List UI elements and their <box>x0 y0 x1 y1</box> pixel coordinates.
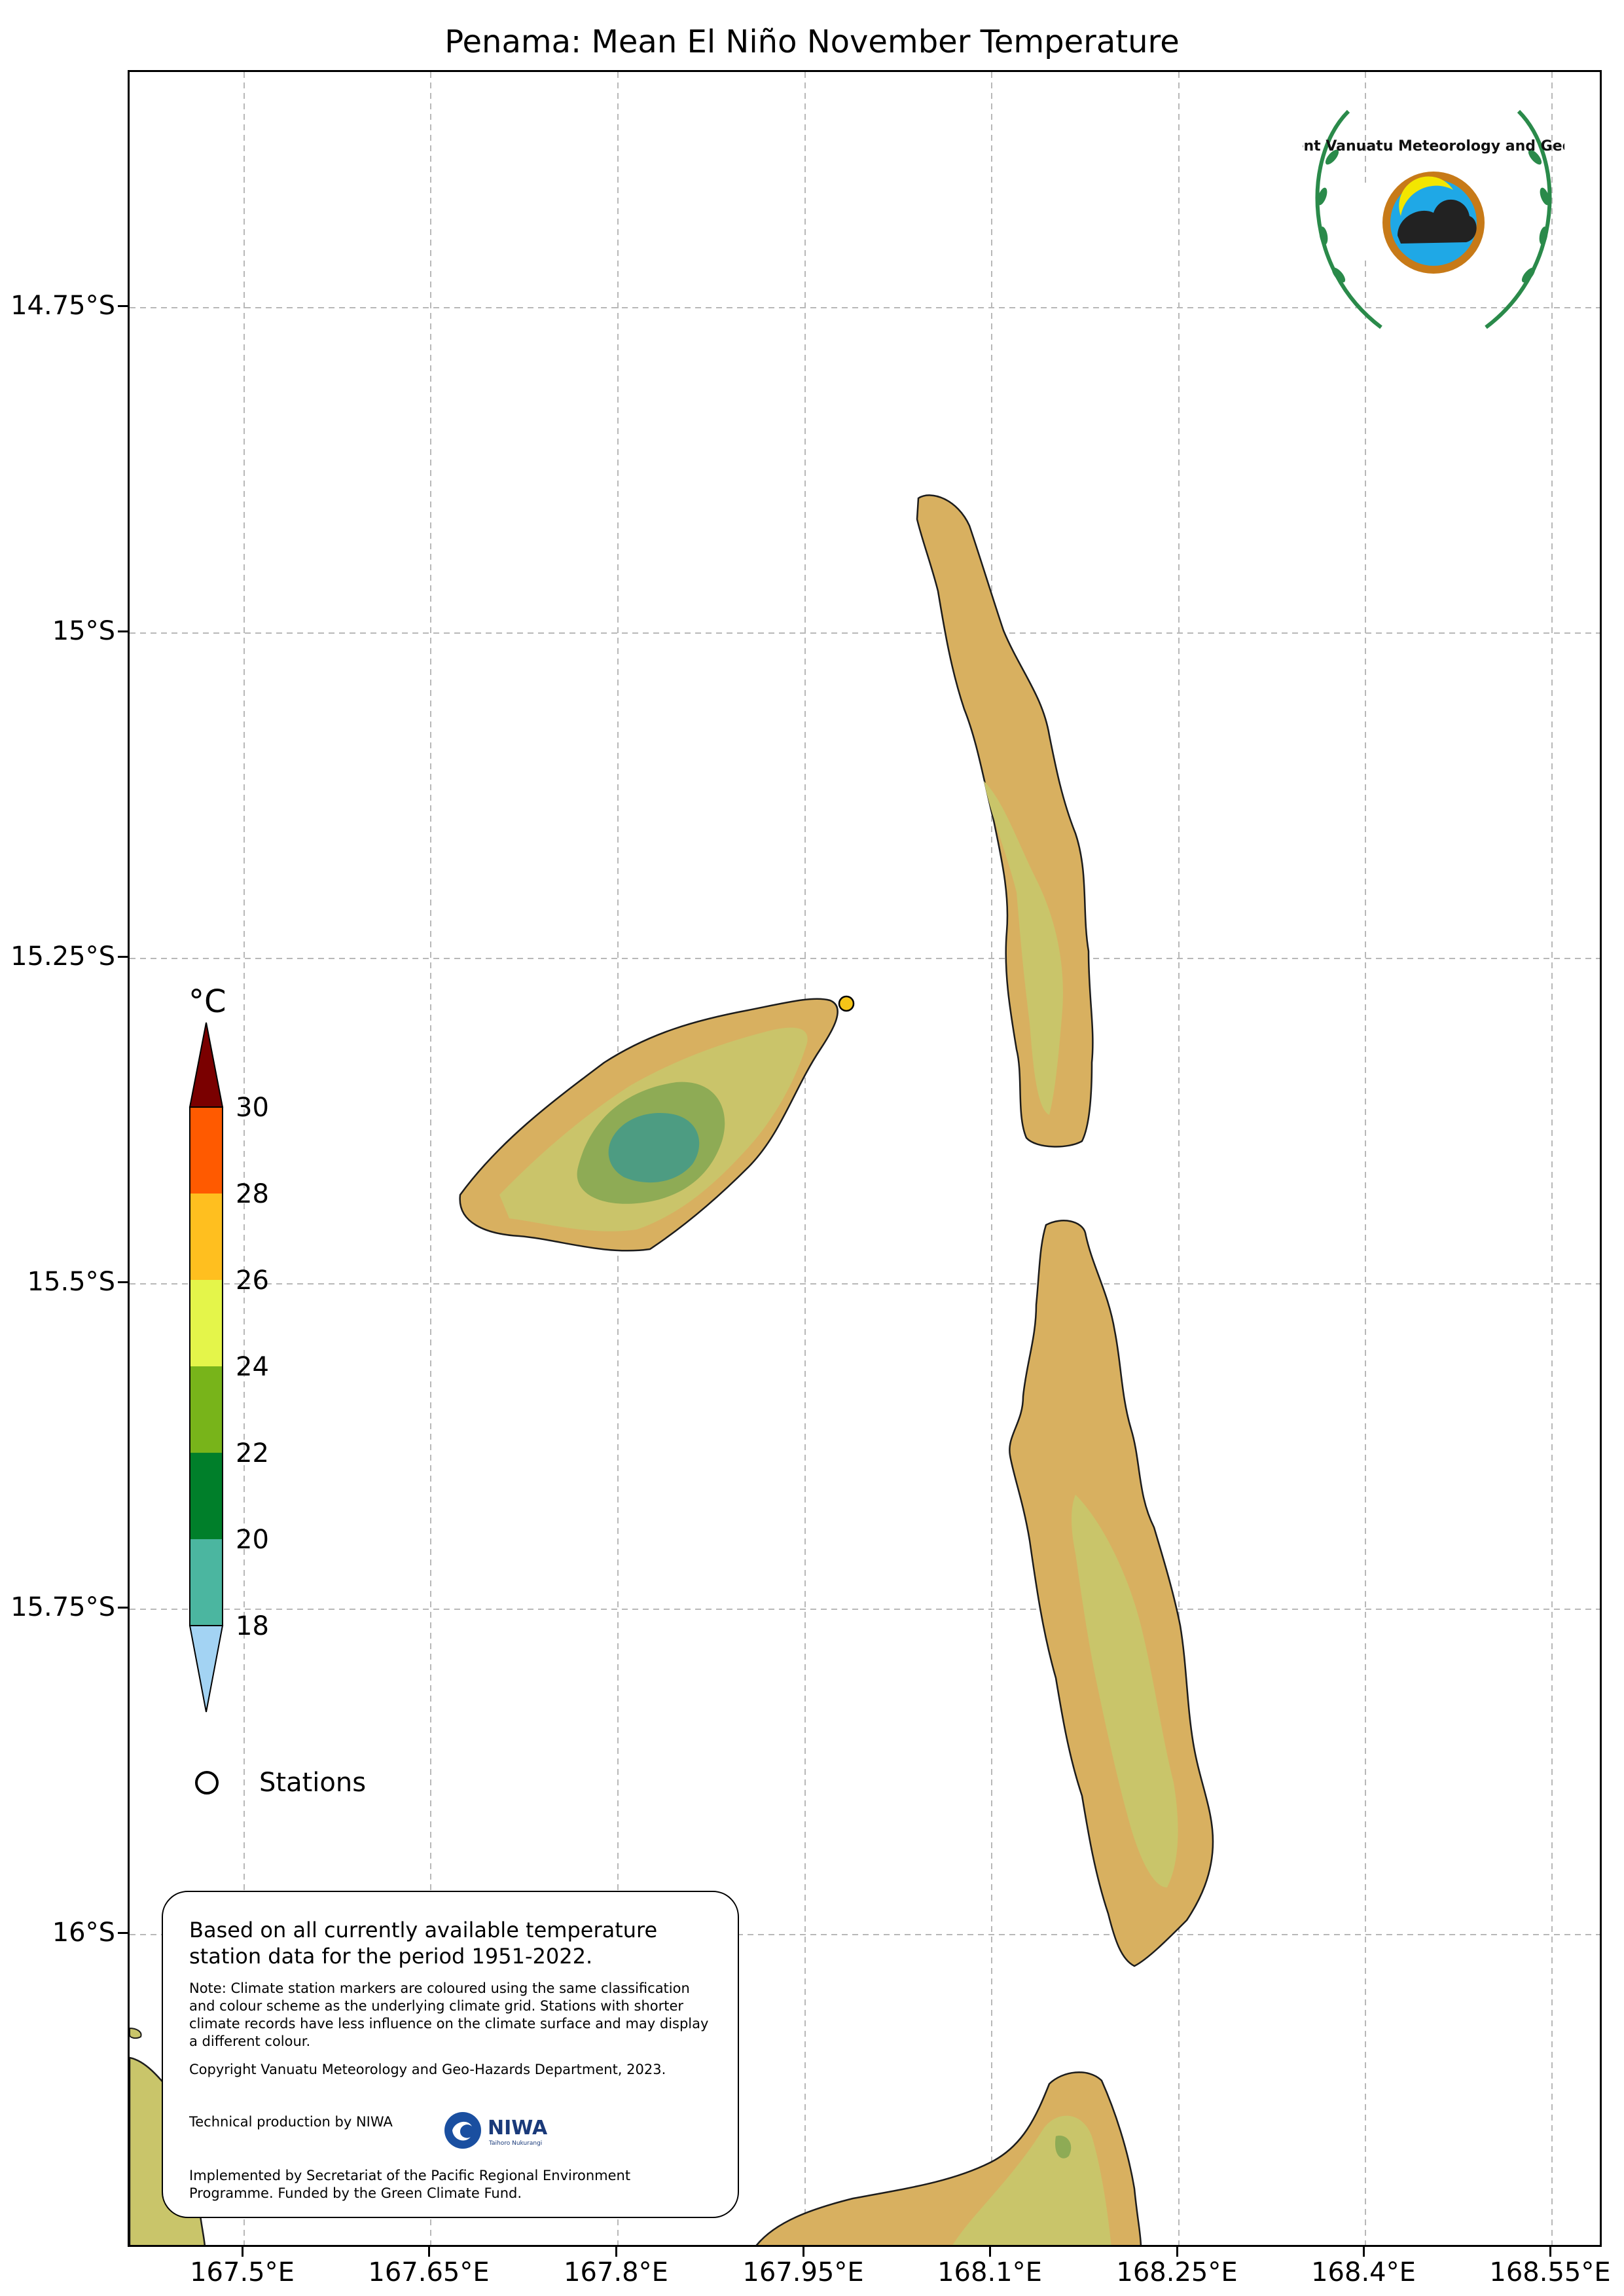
lat-tick <box>118 1932 128 1934</box>
stations-legend-icon <box>195 1771 219 1795</box>
colorbar-unit: °C <box>189 983 226 1020</box>
lon-tick <box>428 2247 430 2257</box>
maewo-island <box>916 494 1094 1148</box>
info-implemented: Implemented by Secretariat of the Pacifi… <box>189 2168 631 2201</box>
lon-label-167.5: 167.5°E <box>190 2257 295 2287</box>
pentecost-island <box>1009 1220 1214 1967</box>
map-title: Penama: Mean El Niño November Temperatur… <box>444 24 1180 60</box>
info-note: Note: Climate station markers are colour… <box>189 1980 709 2049</box>
info-box: Based on all currently available tempera… <box>162 1891 739 2218</box>
niwa-wordmark: NIWA <box>488 2117 548 2140</box>
lat-tick <box>118 305 128 307</box>
lon-label-168.4: 168.4°E <box>1311 2257 1416 2287</box>
lon-tick <box>615 2247 617 2257</box>
info-copyright: Copyright Vanuatu Meteorology and Geo-Ha… <box>189 2062 666 2077</box>
lat-tick <box>118 1607 128 1609</box>
colorbar-label-24: 24 <box>236 1352 269 1382</box>
lon-label-168.1: 168.1°E <box>937 2257 1042 2287</box>
lat-label-15.75: 15.75°S <box>10 1592 115 1622</box>
lon-tick <box>1549 2247 1551 2257</box>
lat-label-15.25: 15.25°S <box>10 941 115 972</box>
lon-tick <box>1363 2247 1365 2257</box>
colorbar-label-28: 28 <box>236 1179 269 1209</box>
lon-tick <box>803 2247 804 2257</box>
laurel-wreath-icon <box>1315 109 1552 329</box>
colorbar <box>189 1022 224 1713</box>
colorbar-label-18: 18 <box>236 1611 269 1641</box>
ambrym-island <box>755 2071 1142 2245</box>
lat-label-15.5: 15.5°S <box>27 1267 115 1297</box>
niwa-swirl-icon <box>444 2112 481 2149</box>
logo-text: Department Vanuatu Meteorology and Geo-H… <box>1303 138 1564 155</box>
lat-label-14.75: 14.75°S <box>10 291 115 321</box>
ambae-island <box>459 998 839 1252</box>
map-canvas <box>130 72 1600 2245</box>
map-panel[interactable] <box>128 70 1602 2247</box>
lat-label-16: 16°S <box>52 1918 115 1948</box>
lat-tick <box>118 956 128 958</box>
colorbar-label-22: 22 <box>236 1438 269 1468</box>
lon-label-168.25: 168.25°E <box>1116 2257 1238 2287</box>
department-logo: Department Vanuatu Meteorology and Geo-H… <box>1223 98 1624 343</box>
lat-tick <box>118 1281 128 1283</box>
info-main-text: Based on all currently available tempera… <box>189 1918 658 1969</box>
lat-tick <box>118 630 128 632</box>
info-technical: Technical production by NIWA <box>189 2114 393 2130</box>
stations-legend-label: Stations <box>259 1768 367 1798</box>
station-marker[interactable] <box>838 995 855 1012</box>
niwa-logo: NIWA Taihoro Nukurangi <box>443 2108 561 2157</box>
lon-tick <box>242 2247 244 2257</box>
lon-label-167.8: 167.8°E <box>564 2257 668 2287</box>
niwa-tagline: Taihoro Nukurangi <box>488 2140 542 2147</box>
lon-label-168.55: 168.55°E <box>1489 2257 1611 2287</box>
colorbar-label-20: 20 <box>236 1525 269 1555</box>
colorbar-label-26: 26 <box>236 1266 269 1296</box>
lon-tick <box>1176 2247 1178 2257</box>
lon-tick <box>989 2247 991 2257</box>
lon-label-167.65: 167.65°E <box>368 2257 490 2287</box>
lon-label-167.95: 167.95°E <box>742 2257 864 2287</box>
colorbar-label-30: 30 <box>236 1093 269 1123</box>
lat-label-15: 15°S <box>52 616 115 646</box>
